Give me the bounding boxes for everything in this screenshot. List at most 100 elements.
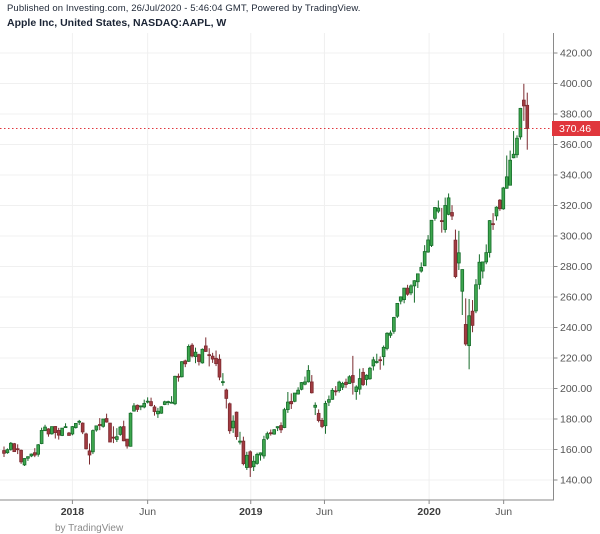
candle-body	[101, 418, 105, 427]
candle-body	[138, 405, 143, 408]
candle-body	[87, 450, 92, 456]
candle-body	[255, 453, 259, 464]
candle-body	[450, 212, 454, 217]
candle-body	[470, 310, 475, 326]
candle-body	[426, 239, 430, 253]
candle-body	[460, 269, 465, 292]
candle-body	[474, 284, 478, 312]
candle-body	[518, 107, 523, 138]
candle-body	[361, 371, 365, 385]
candle-body	[457, 252, 461, 264]
candle-body	[2, 450, 6, 454]
candle-body	[292, 392, 297, 402]
candle-body	[173, 375, 177, 405]
price-tick-label: 180.00	[560, 414, 592, 426]
candle-body	[395, 303, 400, 317]
candle-body	[162, 401, 167, 405]
candle-body	[145, 400, 150, 403]
candle-body	[231, 420, 235, 429]
candle-body	[12, 443, 17, 453]
time-tick-label: 2018	[61, 506, 85, 518]
candle-body	[275, 426, 280, 429]
candle-body	[190, 344, 194, 357]
candle-body	[337, 381, 341, 392]
candle-body	[125, 438, 129, 447]
candle-body	[439, 220, 444, 222]
candle-body	[111, 436, 116, 439]
candle-body	[313, 404, 318, 408]
candle-body	[128, 412, 133, 447]
candle-body	[262, 439, 266, 457]
candle-body	[15, 448, 20, 451]
candle-body	[258, 452, 263, 456]
candle-body	[74, 423, 78, 428]
time-tick-label: 2019	[239, 506, 263, 518]
chart-header: Published on Investing.com, 26/Jul/2020 …	[7, 3, 361, 29]
candle-body	[210, 355, 215, 360]
candle-body	[333, 390, 338, 393]
candle-body	[193, 351, 198, 358]
price-tick-label: 140.00	[560, 475, 592, 487]
candle-body	[50, 426, 54, 435]
candle-body	[467, 315, 471, 347]
candle-body	[268, 432, 273, 435]
candle-body	[453, 239, 458, 277]
candle-body	[409, 285, 413, 294]
candle-body	[436, 207, 441, 212]
price-tick-label: 380.00	[560, 109, 592, 121]
candle-body	[121, 426, 126, 442]
candle-body	[504, 176, 509, 189]
candle-body	[463, 324, 468, 345]
price-tick-label: 340.00	[560, 170, 592, 182]
candle-body	[29, 453, 34, 457]
candle-body	[289, 401, 294, 405]
candle-body	[152, 406, 157, 412]
candle-body	[166, 401, 170, 404]
candle-body	[142, 403, 147, 408]
candle-body	[203, 345, 208, 352]
candle-body	[46, 428, 51, 435]
time-tick-label: 2020	[417, 506, 441, 518]
candle-body	[388, 332, 393, 336]
candle-body	[183, 360, 188, 365]
candle-body	[115, 436, 119, 440]
candle-body	[296, 389, 300, 395]
candle-body	[26, 456, 30, 459]
candle-body	[22, 458, 27, 466]
candle-body	[176, 375, 181, 378]
time-tick-label: Jun	[139, 506, 156, 518]
candle-body	[9, 442, 13, 450]
candle-body	[224, 389, 229, 399]
price-tick-label: 320.00	[560, 200, 592, 212]
candle-body	[272, 429, 276, 435]
candle-body	[238, 440, 242, 443]
price-tick-label: 160.00	[560, 444, 592, 456]
candle-body	[279, 425, 283, 431]
candle-body	[70, 426, 75, 435]
last-price-badge: 370.46	[552, 121, 600, 137]
candle-body	[159, 406, 164, 414]
candle-body	[19, 449, 23, 463]
candle-body	[207, 354, 212, 357]
candle-body	[32, 452, 37, 456]
candle-body	[487, 220, 492, 253]
candle-body	[43, 426, 47, 431]
candle-body	[354, 386, 359, 392]
candle-body	[118, 426, 123, 435]
price-tick-label: 240.00	[560, 322, 592, 334]
candle-body	[405, 287, 410, 295]
candle-body	[217, 358, 222, 378]
candle-body	[381, 346, 386, 358]
candle-body	[412, 280, 417, 287]
candle-body	[347, 376, 352, 385]
candle-body	[156, 410, 160, 415]
price-tick-label: 360.00	[560, 139, 592, 151]
candle-body	[67, 432, 71, 436]
candle-body	[498, 199, 502, 210]
last-price-value: 370.46	[559, 122, 592, 135]
candle-body	[303, 381, 307, 385]
candle-body	[480, 261, 485, 272]
candle-body	[104, 418, 109, 423]
candle-body	[344, 381, 348, 385]
